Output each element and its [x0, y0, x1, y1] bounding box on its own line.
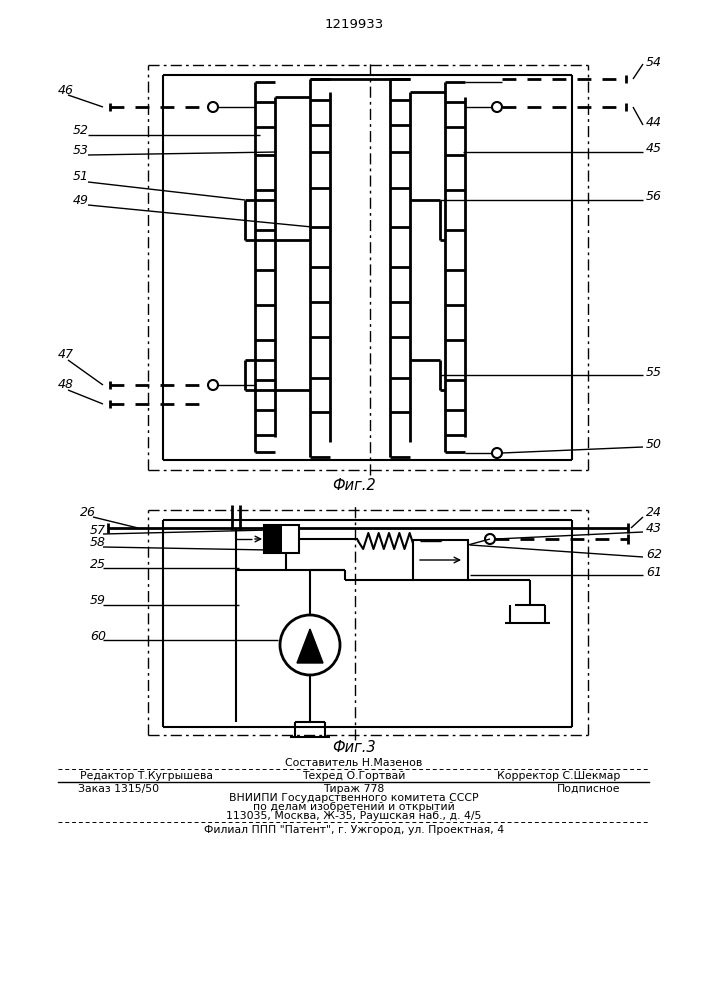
- Text: 43: 43: [646, 522, 662, 536]
- Text: 52: 52: [73, 123, 89, 136]
- Text: 51: 51: [73, 170, 89, 184]
- Text: 61: 61: [646, 566, 662, 578]
- Text: 47: 47: [58, 349, 74, 361]
- Text: 45: 45: [646, 142, 662, 155]
- Text: 60: 60: [90, 630, 106, 643]
- Polygon shape: [297, 629, 323, 663]
- Text: 58: 58: [90, 536, 106, 550]
- Text: Филиал ППП "Патент", г. Ужгород, ул. Проектная, 4: Филиал ППП "Патент", г. Ужгород, ул. Про…: [204, 825, 504, 835]
- Bar: [413, 540, 468, 580]
- Text: Фиг.2: Фиг.2: [332, 478, 376, 492]
- Text: 46: 46: [58, 84, 74, 97]
- Text: 56: 56: [646, 190, 662, 204]
- Text: 59: 59: [90, 594, 106, 607]
- Bar: [264, 525, 281, 553]
- Text: 49: 49: [73, 194, 89, 207]
- Text: 25: 25: [90, 558, 106, 570]
- Text: Фиг.3: Фиг.3: [332, 740, 376, 756]
- Text: Редактор Т.Кугрышева: Редактор Т.Кугрышева: [80, 771, 213, 781]
- Text: Заказ 1315/50: Заказ 1315/50: [78, 784, 159, 794]
- Text: Составитель Н.Мазенов: Составитель Н.Мазенов: [286, 758, 423, 768]
- Text: по делам изобретений и открытий: по делам изобретений и открытий: [253, 802, 455, 812]
- Text: 24: 24: [646, 506, 662, 520]
- Text: 55: 55: [646, 365, 662, 378]
- Text: Техред О.Гортвай: Техред О.Гортвай: [303, 771, 406, 781]
- Text: 54: 54: [646, 55, 662, 68]
- Text: ВНИИПИ Государственного комитета СССР: ВНИИПИ Государственного комитета СССР: [229, 793, 479, 803]
- Text: 48: 48: [58, 378, 74, 391]
- Text: 26: 26: [80, 506, 96, 520]
- Text: Тираж 778: Тираж 778: [323, 784, 385, 794]
- Text: 44: 44: [646, 115, 662, 128]
- Text: 57: 57: [90, 524, 106, 536]
- Text: 1219933: 1219933: [325, 17, 384, 30]
- Text: 50: 50: [646, 438, 662, 450]
- Text: Подписное: Подписное: [556, 784, 620, 794]
- Text: Корректор С.Шекмар: Корректор С.Шекмар: [496, 771, 620, 781]
- Bar: [264, 525, 299, 553]
- Text: 62: 62: [646, 548, 662, 560]
- Text: 53: 53: [73, 143, 89, 156]
- Text: 113035, Москва, Ж-35, Раушская наб., д. 4/5: 113035, Москва, Ж-35, Раушская наб., д. …: [226, 811, 481, 821]
